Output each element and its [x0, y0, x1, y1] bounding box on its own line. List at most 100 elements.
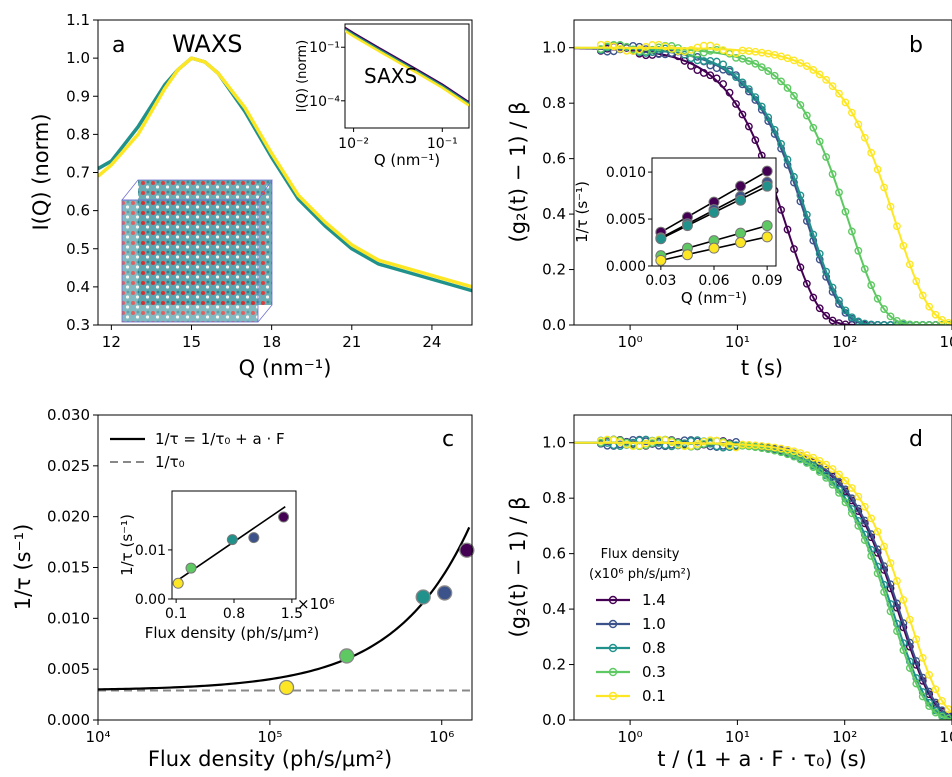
b-data-point: [809, 230, 818, 239]
b-data-point: [699, 69, 708, 77]
b-data-point: [693, 66, 702, 74]
b-data-point: [725, 65, 734, 74]
a-xtick-label: 24: [422, 333, 441, 351]
b-data-point: [732, 73, 740, 81]
legend-marker: [608, 619, 618, 629]
a-xtick-label: 12: [102, 333, 121, 351]
c-inset-marks: [172, 506, 290, 589]
b-data-point: [848, 108, 856, 117]
b-xtick-label: 10³: [939, 333, 952, 351]
b-data-point: [828, 82, 837, 91]
d-data-point: [841, 498, 850, 507]
b-data-point: [854, 120, 863, 129]
c-data-point: [278, 679, 295, 696]
b-data-point: [893, 316, 901, 325]
d-data-point: [641, 439, 650, 448]
b-data-point: [783, 54, 792, 63]
b-data-point: [744, 85, 753, 94]
d-data-point: [893, 627, 901, 636]
b-data-point: [815, 137, 824, 146]
saxs-xtick-label: 10⁻¹: [427, 136, 458, 152]
b-inset-ytick-label: 0.010: [606, 165, 646, 181]
panel-d-xticks: 10⁰ 10¹ 10² 10³: [618, 720, 952, 746]
panel-b-letter: b: [909, 33, 923, 58]
b-inset-point: [761, 180, 773, 192]
b-data-point: [738, 78, 747, 87]
b-data-point: [873, 294, 882, 303]
a-ytick-label: 1.1: [66, 11, 90, 29]
saxs-curves: [345, 26, 469, 107]
b-inset-point: [655, 254, 667, 266]
a-ytick-label: 0.3: [66, 316, 90, 334]
d-data-point: [790, 452, 798, 461]
panel-a: 12 15 18 21 24 0.3 0.4 0.5 0.6 0.7 0.8 0.9 1.0 1.1 a…: [29, 11, 473, 380]
b-data-point: [790, 245, 798, 253]
panel-d: 10⁰ 10¹ 10² 10³ 0.0 0.2 0.4 0.6 0.8 1.0 d t / (1…: [506, 414, 952, 771]
b-data-point: [732, 100, 740, 108]
b-inset-point: [681, 249, 693, 261]
b-inset-point: [735, 237, 747, 249]
d-data-point: [873, 527, 882, 536]
d-data-point: [719, 438, 728, 447]
b-data-point: [687, 46, 695, 54]
d-data-point: [835, 470, 843, 479]
a-xtick-label: 15: [182, 333, 201, 351]
b-data-point: [905, 260, 914, 269]
b-data-point: [815, 304, 824, 313]
b-data-point: [886, 312, 895, 321]
b-xtick-label: 10¹: [725, 333, 750, 351]
b-inset-point: [761, 231, 773, 243]
d-data-point: [918, 654, 927, 662]
legend-tau0: 1/τ₀: [155, 453, 185, 471]
c-ytick-label: 0.015: [47, 559, 90, 577]
b-data-point: [802, 111, 811, 120]
b-data-point: [822, 75, 831, 84]
a-ytick-label: 0.7: [66, 164, 90, 182]
b-data-point: [777, 77, 785, 86]
b-data-point: [828, 170, 837, 178]
d-data-point: [893, 577, 901, 585]
panel-d-letter: d: [909, 427, 923, 452]
a-ytick-label: 0.8: [66, 125, 90, 143]
c-data-point: [459, 542, 475, 558]
legend-items: 1.4 1.0 0.8 0.3 0.1: [596, 591, 666, 705]
b-inset-marks: [655, 165, 773, 266]
c-inset: 0.1 0.8 1.5 0.00 0.01 ×10⁶ Flux density (ph/…: [118, 490, 335, 642]
b-data-point: [790, 91, 798, 100]
b-data-point: [886, 202, 895, 211]
c-ytick-label: 0.005: [47, 660, 90, 678]
panel-a-ylabel: I(Q) (norm): [29, 113, 53, 230]
panel-d-legend: Flux density (x10⁶ ph/s/μm²) 1.4 1.0 0.8 0.…: [589, 547, 691, 705]
b-data-point: [828, 316, 837, 325]
b-data-point: [796, 191, 805, 200]
panel-c-xlabel: Flux density (ph/s/μm²): [148, 747, 392, 771]
c-inset-point: [226, 534, 238, 546]
b-data-point: [687, 62, 695, 70]
saxs-ylabel: I(Q) (norm): [295, 40, 310, 112]
d-data-point: [880, 542, 888, 551]
b-data-point: [848, 227, 856, 236]
saxs-xtick-label: 10⁻²: [338, 136, 369, 152]
b-data-point: [841, 98, 850, 107]
panel-a-xticks: 12 15 18 21 24: [102, 325, 441, 351]
d-data-point: [867, 514, 876, 523]
b-data-point: [802, 62, 811, 71]
d-data-point: [873, 569, 882, 578]
d-data-point: [860, 502, 869, 511]
b-data-point: [835, 188, 843, 197]
b-data-point: [719, 60, 728, 69]
c-xtick-label: 10⁵: [257, 728, 282, 746]
d-data-point: [918, 692, 927, 701]
b-data-point: [777, 205, 785, 214]
panel-b-ylabel: (g₂(t) − 1) / β: [506, 102, 530, 243]
b-data-point: [744, 122, 753, 131]
panel-c: 10⁴ 10⁵ 10⁶ 0.000 0.005 0.010 0.015 0.020 0.025…: [11, 406, 475, 771]
b-data-point: [757, 102, 766, 111]
b-data-point: [912, 277, 921, 286]
b-data-point: [712, 74, 721, 83]
b-data-point: [706, 71, 715, 80]
c-inset-xlabel: Flux density (ph/s/μm²): [145, 624, 320, 642]
c-inset-xtick-label: 1.5: [281, 606, 303, 622]
b-data-point: [848, 313, 856, 322]
